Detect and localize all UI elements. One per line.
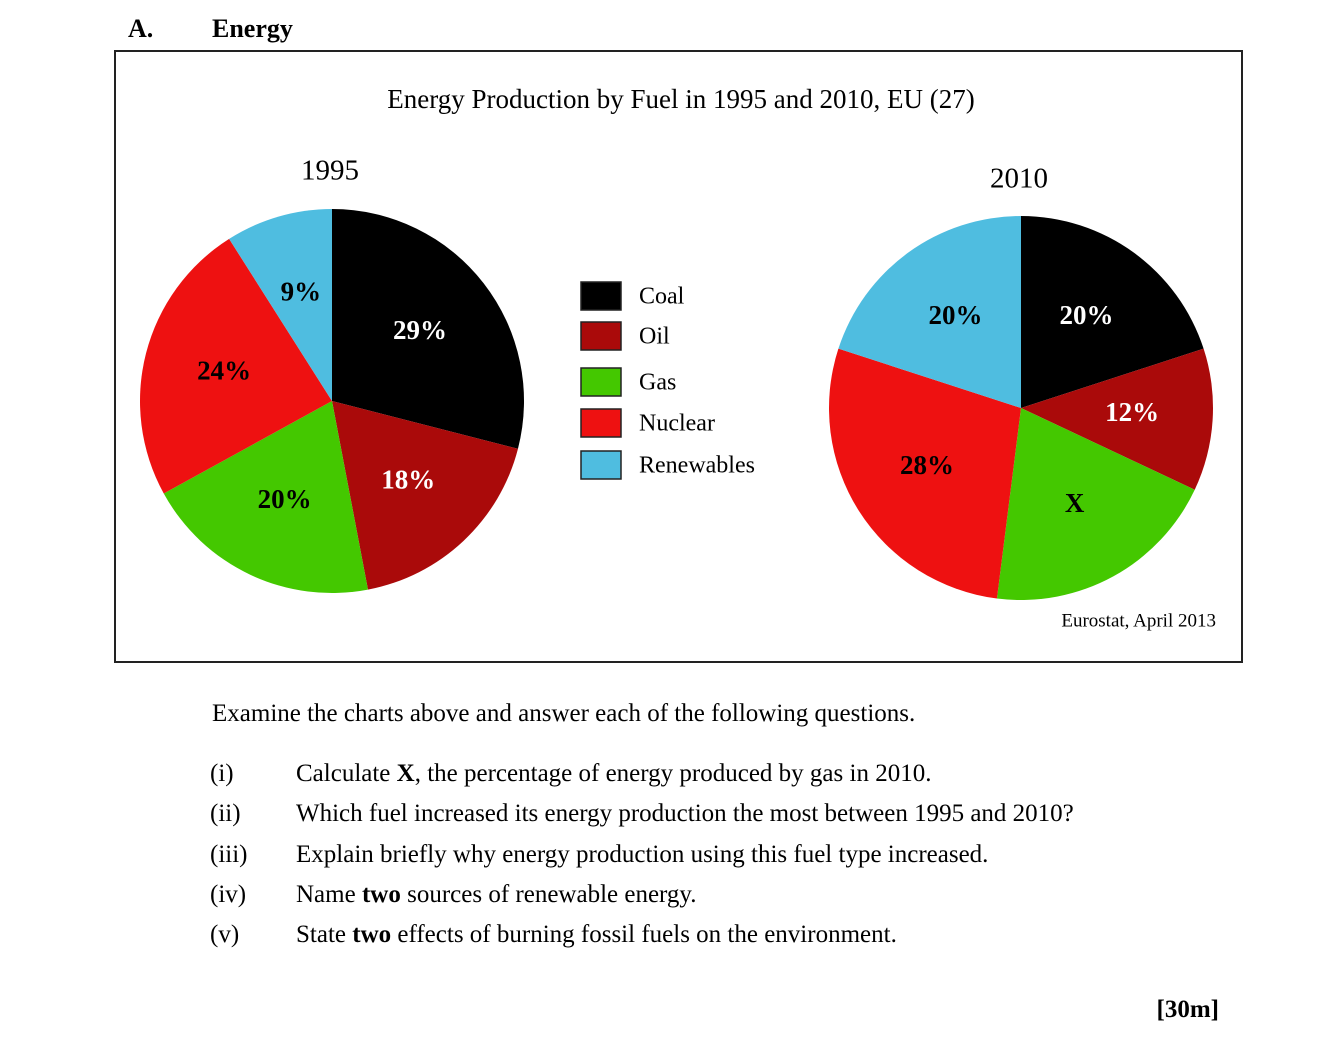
legend-label: Coal <box>639 284 685 310</box>
pie-slice-oil <box>332 401 518 590</box>
pie-slice-label: X <box>1065 488 1085 518</box>
legend-label: Nuclear <box>639 411 715 437</box>
pie-slice-renewables <box>229 209 332 401</box>
pie-slice-renewables <box>838 216 1021 408</box>
question-text: Calculate X, the percentage of energy pr… <box>296 760 932 787</box>
pie-slice-label: 20% <box>1059 300 1113 330</box>
marks-total: [30m] <box>1156 996 1219 1023</box>
question-text: Which fuel increased its energy producti… <box>296 800 1074 827</box>
pie-slice-label: 12% <box>1105 397 1159 427</box>
pie-slice-label: 20% <box>929 300 983 330</box>
pie-slice-nuclear <box>829 348 1021 599</box>
question-text: Name two sources of renewable energy. <box>296 881 697 908</box>
chart-title: Energy Production by Fuel in 1995 and 20… <box>387 84 974 114</box>
legend-label: Oil <box>639 324 670 350</box>
question-number: (iii) <box>210 841 248 868</box>
pie-slice-gas <box>996 408 1195 601</box>
pie-slice-label: 28% <box>900 450 954 480</box>
pie-slice-label: 20% <box>258 484 312 514</box>
pie-slice-label: 9% <box>281 276 322 306</box>
pie-slice-label: 24% <box>197 356 251 386</box>
legend-swatch-oil <box>580 321 622 351</box>
section-letter: A. <box>128 14 154 43</box>
question-number: (v) <box>210 921 240 948</box>
pie-slice-label: 18% <box>381 464 435 494</box>
legend-label: Renewables <box>639 453 755 479</box>
legend-swatch-nuclear <box>580 408 622 438</box>
chart-frame: Energy Production by Fuel in 1995 and 20… <box>114 50 1243 663</box>
legend-swatch-renewables <box>580 450 622 480</box>
legend-label: Gas <box>639 370 676 396</box>
pie-slice-coal <box>1021 216 1204 408</box>
source-note: Eurostat, April 2013 <box>1061 610 1216 631</box>
legend-swatch-coal <box>580 281 622 311</box>
question-text: State two effects of burning fossil fuel… <box>296 921 897 948</box>
pie-slice-nuclear <box>139 238 332 494</box>
question-intro: Examine the charts above and answer each… <box>212 700 916 727</box>
question-number: (iv) <box>210 881 247 908</box>
question-number: (ii) <box>210 800 241 827</box>
question-number: (i) <box>210 760 234 787</box>
legend-swatch-gas <box>580 367 622 397</box>
question-text: Explain briefly why energy production us… <box>296 841 989 868</box>
pie-slice-label: 29% <box>393 315 447 345</box>
pie-year-label: 2010 <box>990 163 1048 195</box>
pie-charts-figure: Energy Production by Fuel in 1995 and 20… <box>139 84 1216 631</box>
pie-slice-oil <box>1021 348 1213 490</box>
pie-slice-gas <box>163 401 368 594</box>
pie-slice-coal <box>332 209 525 449</box>
pie-year-label: 1995 <box>301 155 359 187</box>
section-title: Energy <box>212 14 293 43</box>
